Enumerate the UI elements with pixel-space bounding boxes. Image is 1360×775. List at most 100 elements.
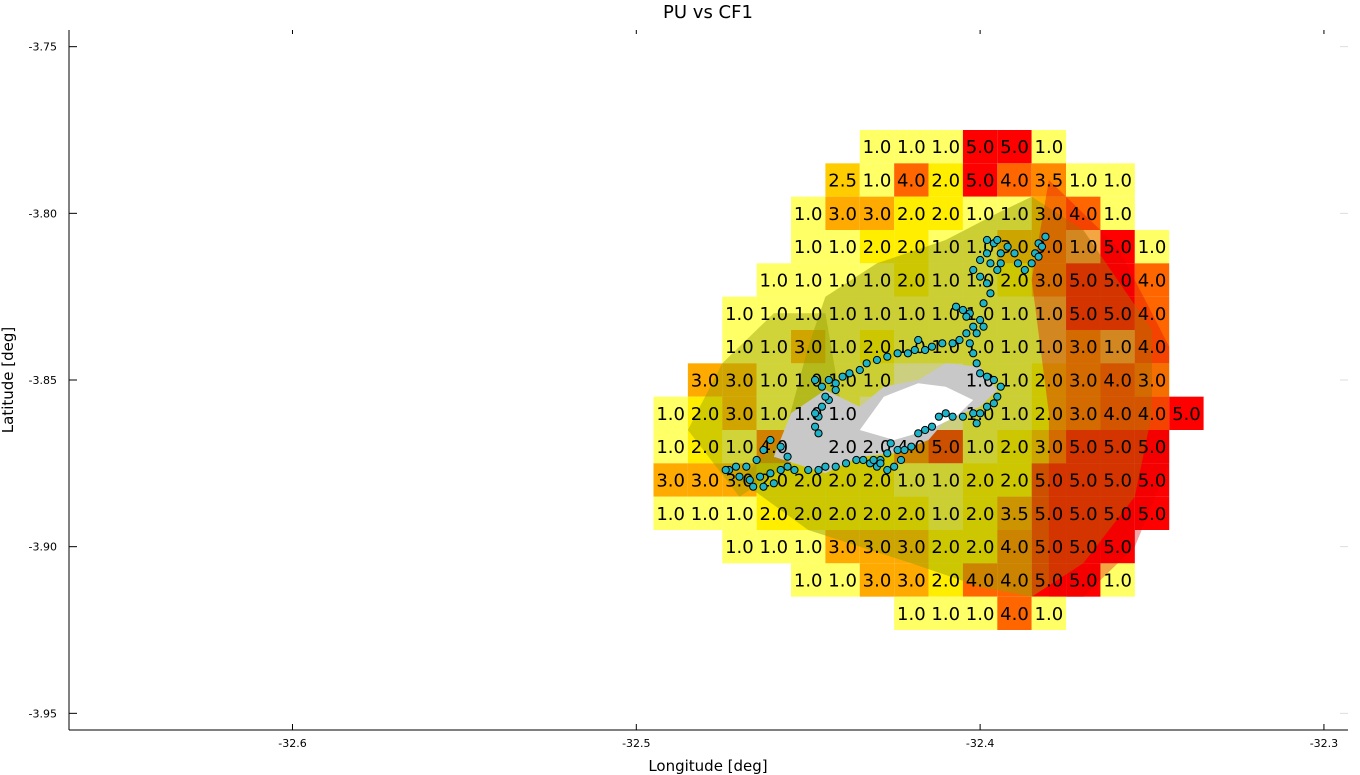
track-point xyxy=(982,249,992,258)
track-point xyxy=(838,372,847,381)
heatmap-cell xyxy=(722,430,757,464)
heatmap-cell-label: 2.0 xyxy=(897,271,926,292)
track-point xyxy=(804,465,813,475)
track-point xyxy=(755,472,765,481)
track-point xyxy=(986,259,995,268)
heatmap-cell-label: 5.0 xyxy=(1103,537,1132,558)
track-point xyxy=(958,412,968,421)
track-point xyxy=(859,455,868,465)
heatmap-cell-label: 1.0 xyxy=(931,137,960,158)
heatmap-cell xyxy=(859,163,895,197)
heatmap-cell xyxy=(687,463,723,497)
y-tick-label: -3.85 xyxy=(29,374,57,387)
track-point xyxy=(821,462,830,471)
heatmap-cell xyxy=(928,130,963,164)
heatmap-cell-label: 2.0 xyxy=(794,504,823,525)
heatmap-cell-label: 1.0 xyxy=(931,471,960,492)
track-point xyxy=(872,355,882,365)
track-point xyxy=(852,455,861,465)
track-point xyxy=(976,409,985,418)
heatmap-cell xyxy=(722,396,757,430)
heatmap-cell-label: 4.0 xyxy=(966,571,995,592)
heatmap-cell-label: 2.0 xyxy=(828,504,857,525)
heatmap-cell-label: 5.0 xyxy=(1103,304,1132,325)
heatmap-cell xyxy=(1100,196,1135,230)
heatmap-cell-label: 1.0 xyxy=(725,537,754,558)
heatmap-cell-label: 5.0 xyxy=(931,437,960,458)
track-point xyxy=(783,462,792,471)
track-points xyxy=(721,232,1050,491)
heatmap-cell xyxy=(997,596,1032,630)
heatmap-cell-label: 3.0 xyxy=(1138,371,1167,392)
heatmap-cell-label: 1.0 xyxy=(794,537,823,558)
heatmap-cell xyxy=(894,196,929,230)
heatmap-cell-label: 3.5 xyxy=(1000,504,1029,525)
x-tick-label: -32.3 xyxy=(1310,737,1338,750)
heatmap-cell-label: 3.0 xyxy=(1000,237,1029,258)
heatmap-cell-label: 5.0 xyxy=(1069,571,1098,592)
track-point xyxy=(769,479,778,488)
heatmap-cell-label: 5.0 xyxy=(966,171,995,192)
heatmap-cell xyxy=(859,196,895,230)
heatmap-cell xyxy=(962,130,998,164)
heatmap-cell-label: 1.0 xyxy=(863,171,892,192)
heatmap-cell-label: 2.0 xyxy=(828,471,857,492)
heatmap-cell-label: 2.0 xyxy=(966,471,995,492)
heatmap-cell-label: 3.0 xyxy=(725,471,754,492)
heatmap-cell-label: 5.0 xyxy=(1069,437,1098,458)
track-point xyxy=(824,375,833,385)
track-point xyxy=(927,342,937,351)
heatmap-cell-label: 3.0 xyxy=(863,571,892,592)
heatmap-cell-label: 5.0 xyxy=(1069,304,1098,325)
heatmap-cell-label: 5.0 xyxy=(1035,471,1064,492)
track-point xyxy=(783,452,792,461)
track-point xyxy=(972,359,981,368)
heatmap-cell-label: 1.0 xyxy=(966,204,995,225)
track-point xyxy=(948,339,957,348)
heatmap-cell-label: 1.0 xyxy=(1138,237,1167,258)
heatmap-cell-label: 1.0 xyxy=(760,304,789,325)
chart-title: PU vs CF1 xyxy=(663,2,753,23)
track-point xyxy=(810,375,820,385)
heatmap-cell-label: 2.0 xyxy=(931,537,960,558)
heatmap-cell xyxy=(756,363,792,397)
heatmap-cell xyxy=(962,596,998,630)
track-point xyxy=(910,345,919,355)
heatmap-cell-label: 1.0 xyxy=(760,537,789,558)
heatmap-cell xyxy=(859,130,895,164)
track-point xyxy=(1003,242,1012,251)
heatmap-cell xyxy=(1134,463,1170,497)
track-point xyxy=(766,435,775,445)
y-ticks: -3.75 -3.80 -3.85 -3.90 -3.95 xyxy=(29,41,1348,720)
heatmap-cell-label: 4.0 xyxy=(897,171,926,192)
heatmap-cell-label: 2.0 xyxy=(897,204,926,225)
y-tick-label: -3.80 xyxy=(29,207,57,220)
heatmap-cell-label: 2.0 xyxy=(1035,371,1064,392)
heatmap-cell-label: 5.0 xyxy=(1035,571,1064,592)
heatmap-cell-label: 1.0 xyxy=(897,304,926,325)
track-point xyxy=(876,459,885,468)
heatmap-cell-label: 5.0 xyxy=(1172,404,1201,425)
track-point xyxy=(907,442,916,451)
heatmap-cell-label: 3.0 xyxy=(691,371,720,392)
heatmap-cell-label: 1.0 xyxy=(1069,171,1098,192)
heatmap-cell-label: 1.0 xyxy=(828,237,857,258)
overlay-polygons xyxy=(687,180,1170,597)
heatmap-cell xyxy=(791,563,826,597)
track-point xyxy=(982,402,992,411)
heatmap-cell-label: 1.0 xyxy=(794,371,823,392)
track-point xyxy=(742,462,751,471)
track-point xyxy=(982,235,992,245)
heatmap-cell xyxy=(1031,163,1067,197)
track-point xyxy=(790,465,799,475)
track-point xyxy=(989,375,998,385)
heatmap-cell-label: 3.0 xyxy=(656,471,685,492)
heatmap-cell xyxy=(1031,130,1067,164)
heatmap-cell xyxy=(997,130,1032,164)
heatmap-cell xyxy=(928,196,963,230)
heatmap-cell-label: 3.0 xyxy=(1035,437,1064,458)
heatmap-cell-label: 2.0 xyxy=(794,471,823,492)
track-point xyxy=(969,322,978,331)
track-point xyxy=(721,465,730,475)
